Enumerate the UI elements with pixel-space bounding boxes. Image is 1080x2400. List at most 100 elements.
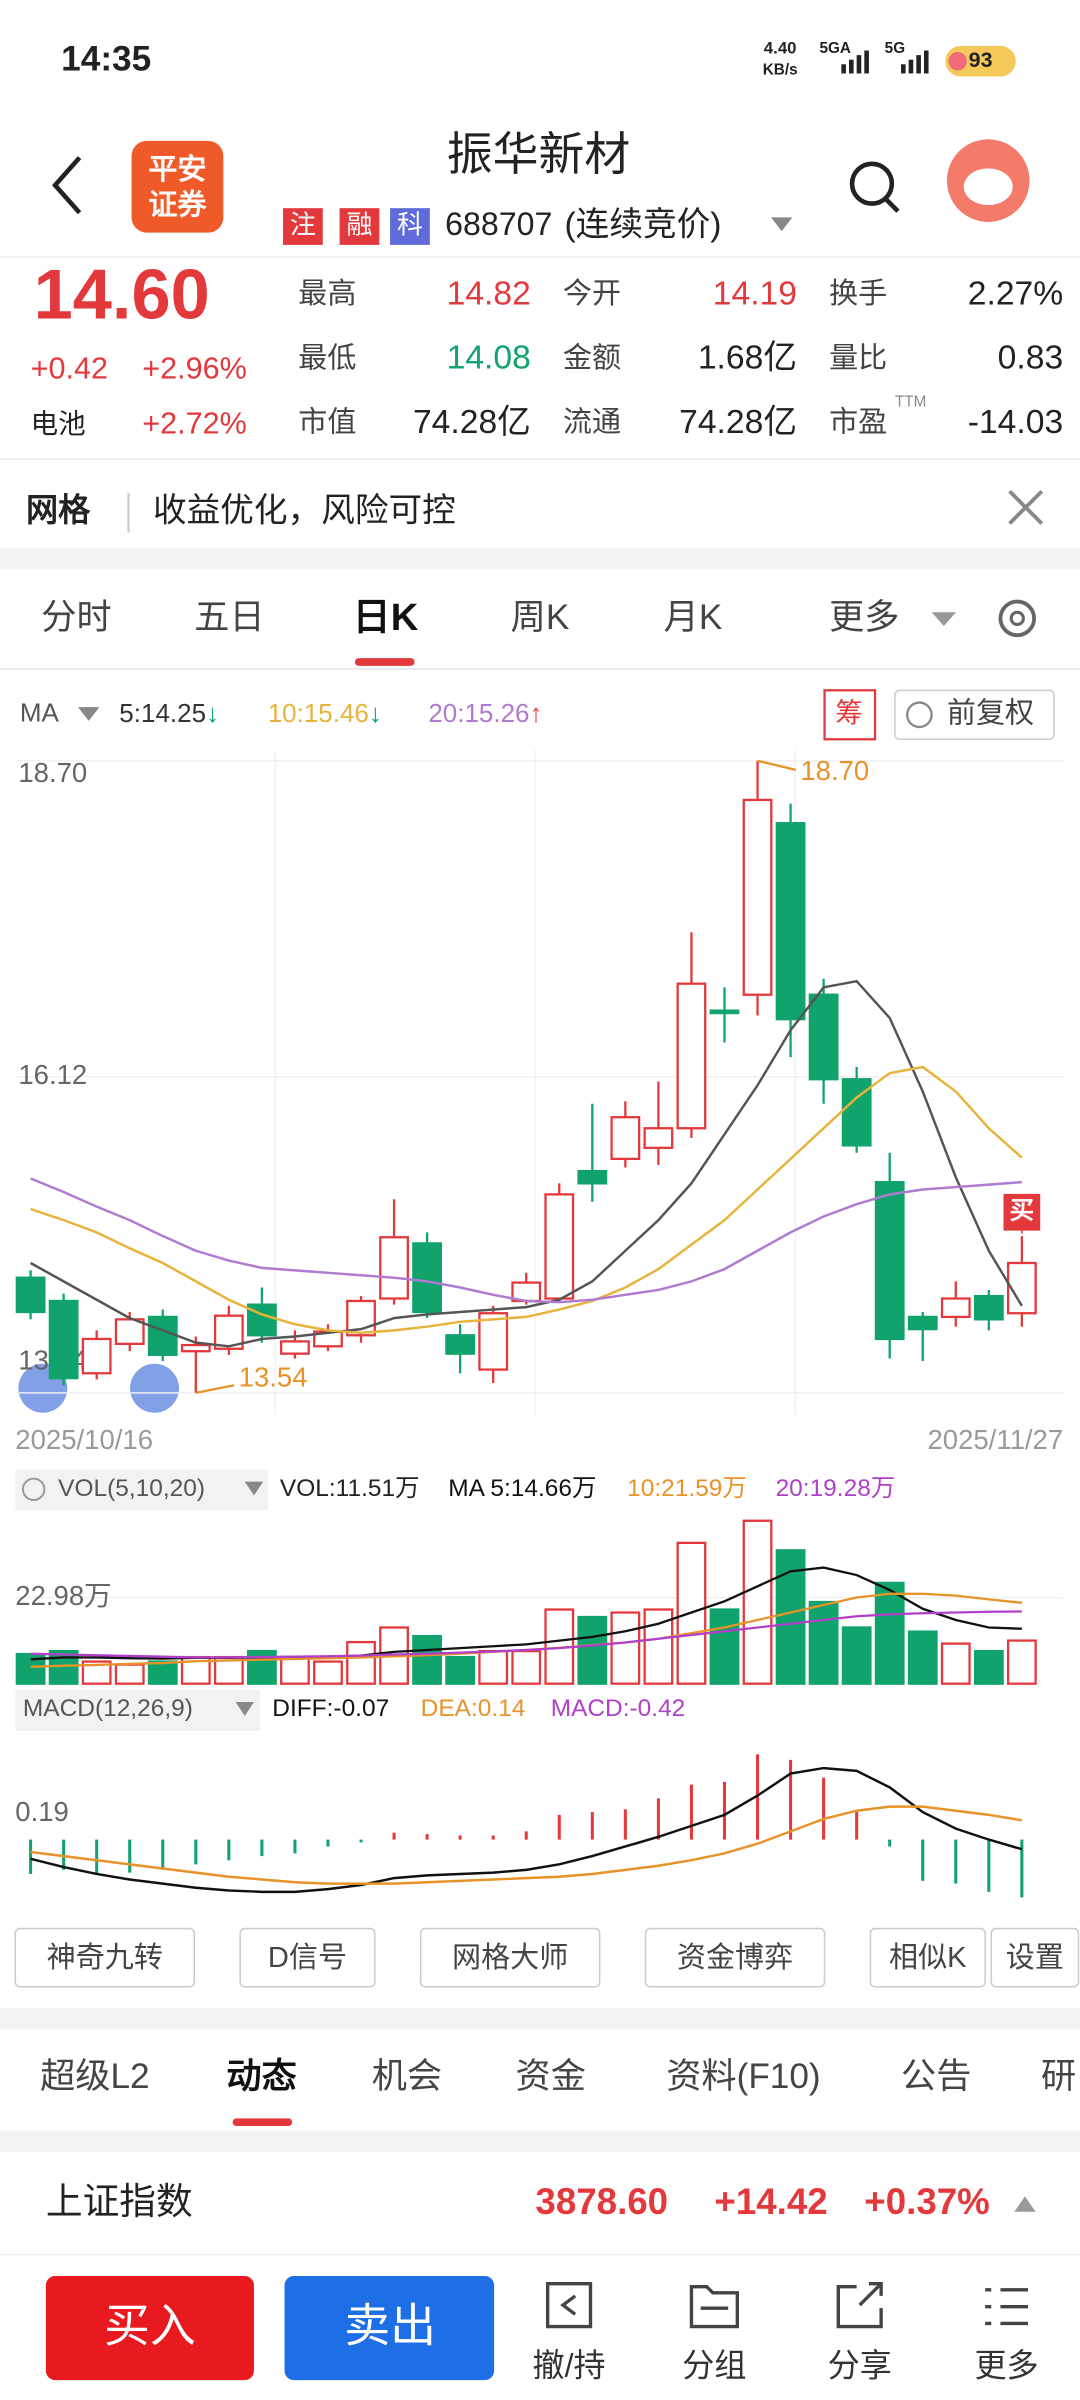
volume-bar	[346, 1640, 376, 1685]
period-tab[interactable]: 周K	[511, 598, 570, 637]
tool-button[interactable]	[14, 1927, 196, 1988]
ma-legend-label: 20:15.26	[428, 698, 529, 728]
dea-line	[30, 1805, 1023, 1885]
search-button[interactable]	[849, 161, 895, 206]
candle-body	[114, 1318, 145, 1346]
vol-selector[interactable]	[15, 1469, 268, 1511]
banner-text[interactable]: 收益优化，风险可控	[153, 492, 456, 530]
tool-button[interactable]	[990, 1927, 1080, 1988]
info-tab[interactable]: 超级L2	[40, 2057, 149, 2096]
tool-label[interactable]: 资金博弈	[677, 1941, 793, 1974]
info-tab[interactable]: 资金	[516, 2057, 586, 2096]
volume-bar	[445, 1655, 476, 1685]
stat-label: 流通	[563, 406, 621, 439]
ma-legend-arrow: ↓	[369, 698, 382, 728]
volume-bar	[577, 1615, 608, 1685]
index-name[interactable]: 上证指数	[46, 2181, 193, 2222]
stat-label: 换手	[829, 277, 887, 310]
macd-title[interactable]: MACD(12,26,9)	[23, 1695, 193, 1722]
info-tab[interactable]: 动态	[226, 2057, 296, 2096]
dropdown-arrow[interactable]	[931, 612, 957, 627]
candle-body	[973, 1294, 1004, 1321]
ma-title[interactable]: MA	[20, 698, 60, 728]
volume-bar	[907, 1630, 938, 1685]
dropdown-arrow[interactable]	[770, 217, 793, 232]
nav-label[interactable]: 分组	[682, 2347, 746, 2383]
stat-value: 74.28亿	[413, 403, 531, 441]
candle-body	[709, 1009, 740, 1015]
adjust-button-frame[interactable]	[894, 689, 1055, 741]
tag-label: 注	[290, 209, 316, 239]
sell-button[interactable]	[284, 2276, 495, 2381]
info-tab[interactable]: 资料(F10)	[666, 2057, 820, 2096]
period-tab[interactable]: 日K	[353, 596, 419, 639]
net-unit: KB/s	[763, 61, 798, 78]
info-tab[interactable]: 机会	[372, 2057, 442, 2096]
period-tab[interactable]: 更多	[829, 598, 899, 637]
separator-band	[0, 547, 1080, 570]
macd-readout: DEA:0.14	[421, 1695, 526, 1722]
y-tick-label: 16.12	[18, 1059, 87, 1090]
nav-label[interactable]: 更多	[974, 2347, 1038, 2383]
tool-button[interactable]	[644, 1927, 826, 1988]
ma-legend-label: 5:14.25	[119, 698, 206, 728]
signal-icon	[841, 50, 869, 74]
tag-badge	[390, 208, 430, 245]
buy-label[interactable]: 买入	[104, 2300, 196, 2352]
signal-label: 5GA	[820, 40, 851, 57]
volume-bar	[709, 1608, 740, 1685]
info-tab[interactable]: 公告	[901, 2057, 971, 2096]
chip-button-frame[interactable]	[823, 689, 877, 741]
period-tab[interactable]: 分时	[41, 598, 111, 637]
tool-label[interactable]: 网格大师	[452, 1941, 568, 1974]
active-tab-indicator	[354, 658, 415, 666]
period-tab[interactable]: 月K	[664, 598, 723, 637]
nav-label[interactable]: 分享	[828, 2347, 892, 2383]
dropdown-arrow[interactable]	[78, 707, 100, 721]
candle-body	[940, 1297, 971, 1319]
tool-label[interactable]: 设置	[1006, 1942, 1064, 1974]
tag-badge	[283, 208, 323, 245]
tool-button[interactable]	[869, 1927, 986, 1988]
stat-value: 1.68亿	[698, 339, 797, 377]
tag-label: 科	[397, 209, 423, 239]
candle-body	[412, 1242, 443, 1314]
stat-label: 最高	[298, 277, 356, 310]
volume-bar	[114, 1663, 145, 1685]
settings-button[interactable]	[998, 599, 1037, 638]
y-tick-label: 0.19	[15, 1796, 69, 1827]
buy-button[interactable]	[45, 2276, 254, 2381]
diff-line	[30, 1766, 1023, 1894]
dropdown-arrow[interactable]	[235, 1702, 254, 1716]
period-tab[interactable]: 五日	[194, 598, 264, 637]
candle-body	[610, 1116, 641, 1161]
volume-bar	[511, 1649, 542, 1685]
tool-label[interactable]: D信号	[268, 1941, 347, 1974]
tool-label[interactable]: 神奇九转	[47, 1941, 163, 1974]
chip-button[interactable]: 筹	[835, 697, 863, 728]
banner-close[interactable]	[1008, 489, 1044, 525]
candle-body	[147, 1315, 178, 1357]
sell-label[interactable]: 卖出	[344, 2300, 436, 2352]
stat-label: 量比	[829, 341, 887, 374]
candle-body	[280, 1340, 310, 1355]
banner-tag: 网格	[26, 492, 91, 528]
tool-label[interactable]: 相似K	[889, 1941, 967, 1974]
tag-label: 融	[346, 209, 372, 239]
signal-icon	[901, 50, 929, 74]
dropdown-arrow[interactable]	[244, 1481, 264, 1496]
vol-title[interactable]: VOL(5,10,20)	[58, 1475, 205, 1502]
fullscreen-button[interactable]	[130, 1363, 179, 1413]
ma-line	[30, 979, 1023, 1348]
tool-button[interactable]	[239, 1927, 376, 1988]
macd-selector[interactable]	[15, 1689, 261, 1732]
broker-logo	[131, 140, 224, 233]
tool-button[interactable]	[419, 1927, 601, 1988]
expand-arrow[interactable]	[1014, 2196, 1036, 2212]
adjust-button[interactable]: 前复权	[947, 696, 1034, 729]
info-tab[interactable]: 研	[1041, 2057, 1076, 2096]
back-button[interactable]	[52, 156, 82, 215]
nav-label[interactable]: 撤/持	[532, 2347, 605, 2383]
low-marker: 13.54	[239, 1361, 308, 1392]
